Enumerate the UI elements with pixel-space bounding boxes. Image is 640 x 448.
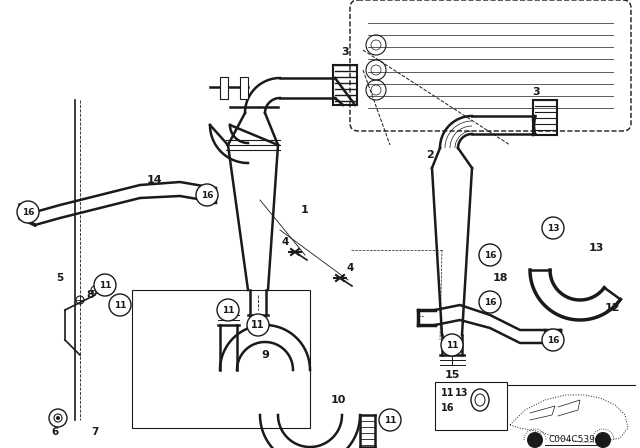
Text: 1: 1 <box>301 205 309 215</box>
Circle shape <box>109 294 131 316</box>
Text: 11: 11 <box>99 280 111 289</box>
Text: 4: 4 <box>346 263 354 273</box>
Circle shape <box>56 416 60 420</box>
Circle shape <box>479 244 501 266</box>
Text: 15: 15 <box>444 370 460 380</box>
Circle shape <box>217 299 239 321</box>
Text: 12: 12 <box>604 303 620 313</box>
Circle shape <box>247 314 269 336</box>
Bar <box>220 77 228 99</box>
Bar <box>240 77 248 99</box>
Text: 11: 11 <box>252 320 265 330</box>
Circle shape <box>17 201 39 223</box>
Bar <box>435 382 507 430</box>
Text: 11: 11 <box>114 301 126 310</box>
Circle shape <box>379 409 401 431</box>
Text: 13: 13 <box>455 388 468 398</box>
Text: 13: 13 <box>547 224 559 233</box>
Circle shape <box>542 329 564 351</box>
Text: 16: 16 <box>441 403 455 413</box>
Text: 16: 16 <box>547 336 559 345</box>
Circle shape <box>542 217 564 239</box>
Circle shape <box>441 334 463 356</box>
Text: C004C539: C004C539 <box>548 435 595 444</box>
Text: 11: 11 <box>221 306 234 314</box>
Text: 3: 3 <box>532 87 540 97</box>
FancyBboxPatch shape <box>350 0 631 131</box>
Text: 18: 18 <box>492 273 508 283</box>
Text: 16: 16 <box>201 190 213 199</box>
Circle shape <box>94 274 116 296</box>
Circle shape <box>595 432 611 448</box>
Bar <box>132 290 310 428</box>
Text: 13: 13 <box>588 243 604 253</box>
Text: 4: 4 <box>282 237 289 247</box>
Text: 5: 5 <box>56 273 63 283</box>
Circle shape <box>196 184 218 206</box>
Text: 6: 6 <box>51 427 59 437</box>
Text: 11: 11 <box>441 388 455 398</box>
Text: 16: 16 <box>22 207 35 216</box>
Text: 2: 2 <box>426 150 434 160</box>
Text: 9: 9 <box>261 350 269 360</box>
Text: 3: 3 <box>341 47 349 57</box>
Text: 14: 14 <box>147 175 163 185</box>
Text: 11: 11 <box>384 415 396 425</box>
Text: 11: 11 <box>445 340 458 349</box>
Circle shape <box>527 432 543 448</box>
Text: 16: 16 <box>484 250 496 259</box>
Text: 7: 7 <box>92 427 99 437</box>
Circle shape <box>479 291 501 313</box>
Text: 8: 8 <box>86 290 94 300</box>
Text: 16: 16 <box>484 297 496 306</box>
Text: 10: 10 <box>330 395 346 405</box>
